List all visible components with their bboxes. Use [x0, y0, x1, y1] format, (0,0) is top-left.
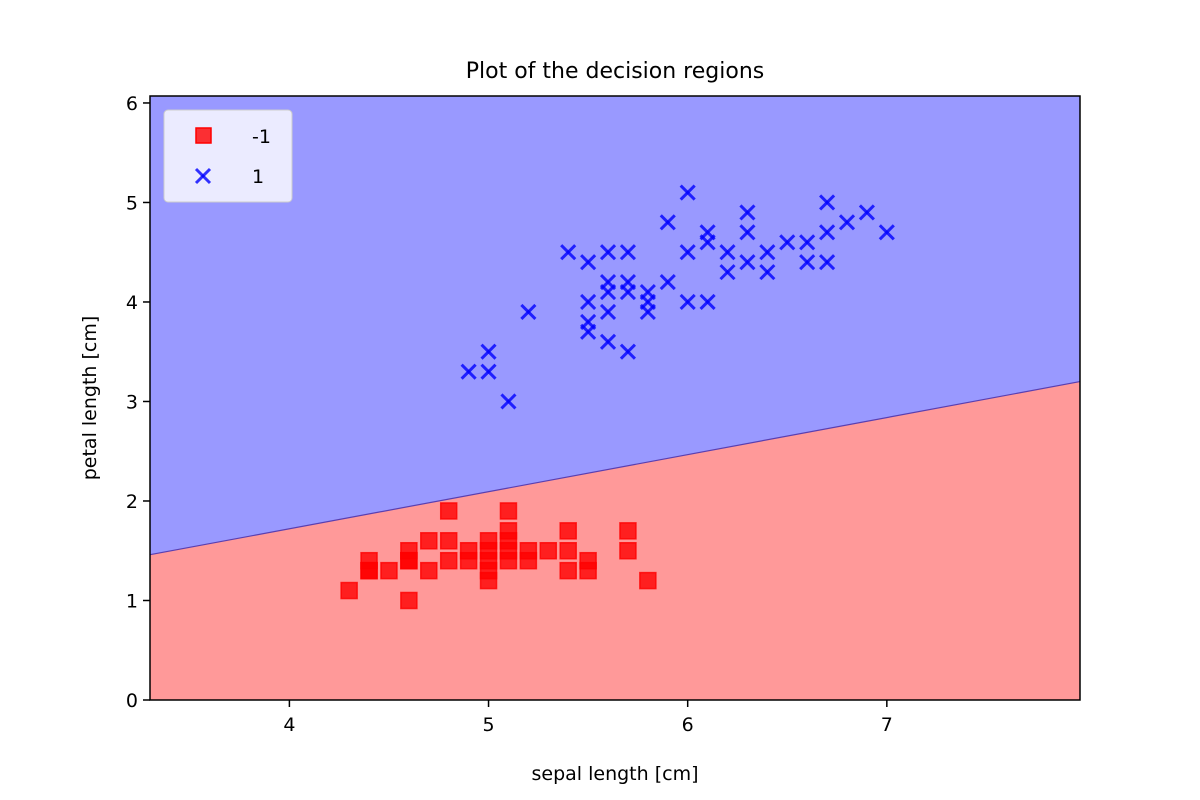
point-class-plus-1: [460, 363, 477, 380]
y-axis-label: petal length [cm]: [79, 316, 101, 481]
x-tick-label: 5: [482, 714, 494, 736]
point-class-plus-1: [819, 254, 836, 271]
y-tick-label: 4: [126, 292, 138, 314]
point-class-plus-1: [878, 224, 895, 241]
y-tick-label: 0: [126, 690, 138, 712]
point-class-minus-1: [619, 522, 637, 540]
point-class-minus-1: [420, 561, 438, 580]
legend-label-plus-1: 1: [252, 166, 264, 188]
y-tick-label: 1: [126, 590, 138, 612]
point-class-minus-1: [559, 561, 577, 580]
point-class-minus-1: [619, 541, 637, 560]
point-class-plus-1: [619, 343, 637, 360]
legend-label-minus-1: -1: [252, 126, 271, 148]
plot-area: [149, 95, 1081, 701]
point-class-minus-1: [559, 541, 577, 560]
point-class-minus-1: [439, 551, 458, 570]
y-tick-label: 2: [126, 491, 138, 513]
point-class-minus-1: [340, 581, 358, 600]
point-class-minus-1: [439, 532, 458, 550]
point-class-minus-1: [400, 591, 418, 610]
point-class-minus-1: [499, 532, 518, 550]
point-class-minus-1: [380, 561, 398, 580]
point-class-minus-1: [400, 551, 418, 570]
point-class-plus-1: [819, 194, 836, 211]
point-class-plus-1: [679, 184, 696, 201]
x-tick-label: 7: [881, 714, 893, 736]
x-tick-label: 4: [283, 714, 295, 736]
point-class-plus-1: [619, 283, 637, 301]
decision-boundary: [149, 380, 1081, 556]
point-class-plus-1: [799, 254, 816, 271]
point-class-plus-1: [779, 234, 796, 251]
point-class-plus-1: [500, 393, 517, 410]
point-class-minus-1: [639, 571, 657, 590]
data-points: [340, 184, 895, 610]
x-axis-label: sepal length [cm]: [532, 763, 699, 785]
point-class-plus-1: [679, 293, 696, 311]
decision-region-minus-1: [150, 381, 1080, 700]
point-class-plus-1: [520, 303, 537, 320]
point-class-plus-1: [858, 204, 875, 221]
legend: -1 1: [163, 109, 293, 203]
point-class-plus-1: [639, 303, 656, 320]
point-class-plus-1: [739, 204, 756, 221]
point-class-minus-1: [499, 502, 518, 520]
point-class-plus-1: [480, 363, 497, 380]
point-class-plus-1: [619, 244, 637, 261]
point-class-plus-1: [599, 244, 617, 261]
point-class-minus-1: [479, 561, 498, 580]
point-class-plus-1: [580, 323, 597, 340]
plot-frame: [149, 95, 1081, 701]
point-class-plus-1: [599, 283, 617, 301]
point-class-plus-1: [739, 224, 756, 241]
chart-title: Plot of the decision regions: [466, 59, 764, 84]
point-class-minus-1: [459, 551, 478, 570]
point-class-plus-1: [580, 293, 597, 311]
point-class-plus-1: [759, 264, 776, 281]
x-axis-ticks: 4 5 6 7: [283, 700, 893, 736]
point-class-plus-1: [699, 234, 716, 251]
point-class-plus-1: [599, 333, 617, 350]
point-class-plus-1: [799, 234, 816, 251]
point-class-minus-1: [539, 541, 558, 560]
point-class-plus-1: [838, 214, 856, 231]
point-class-plus-1: [679, 244, 696, 261]
point-class-minus-1: [479, 532, 498, 550]
point-class-minus-1: [439, 502, 458, 520]
point-class-plus-1: [719, 264, 736, 281]
y-tick-label: 3: [126, 391, 138, 413]
point-class-minus-1: [420, 532, 438, 550]
point-class-minus-1: [360, 561, 378, 580]
legend-marker-plus-1: [194, 167, 212, 185]
point-class-minus-1: [579, 561, 597, 580]
point-class-plus-1: [580, 254, 597, 271]
point-class-plus-1: [599, 303, 617, 320]
y-tick-label: 5: [126, 192, 138, 214]
y-axis-ticks: 0 1 2 3 4 5 6: [126, 93, 150, 712]
point-class-plus-1: [739, 254, 756, 271]
legend-box: [163, 109, 293, 203]
point-class-plus-1: [480, 343, 497, 360]
point-class-minus-1: [519, 551, 538, 570]
point-class-plus-1: [659, 274, 676, 291]
point-class-plus-1: [819, 224, 836, 241]
point-class-minus-1: [559, 522, 577, 540]
point-class-plus-1: [659, 214, 676, 231]
point-class-plus-1: [560, 244, 577, 261]
y-tick-label: 6: [126, 93, 138, 115]
x-tick-label: 6: [682, 714, 694, 736]
point-class-plus-1: [699, 293, 716, 311]
decision-region-plus-1: [150, 96, 1080, 555]
point-class-plus-1: [719, 244, 736, 261]
legend-marker-minus-1: [195, 127, 212, 144]
point-class-plus-1: [759, 244, 776, 261]
